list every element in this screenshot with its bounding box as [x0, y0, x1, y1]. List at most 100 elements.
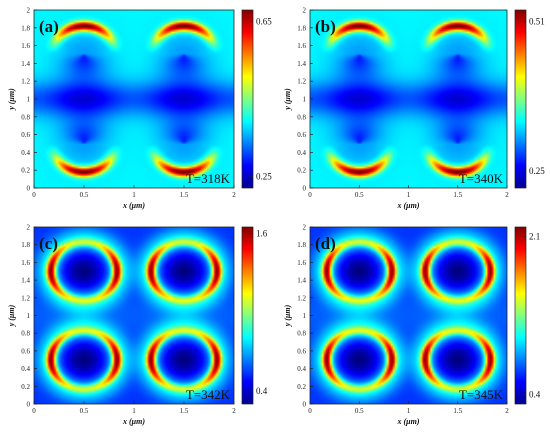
- colorbar: [514, 226, 527, 405]
- colorbar: [241, 226, 254, 405]
- y-tick-label: 1.8: [297, 241, 306, 249]
- y-tick-label: 1.2: [297, 294, 306, 302]
- x-tick-label: 0: [32, 407, 36, 415]
- y-tick-label: 0.2: [297, 167, 306, 175]
- y-tick-label: 0.6: [21, 347, 30, 355]
- temperature-label: T=342K: [186, 387, 231, 402]
- y-axis-label: y (μm): [283, 304, 292, 327]
- y-axis-label: y (μm): [283, 88, 292, 111]
- y-tick-label: 0: [303, 185, 307, 193]
- y-tick-label: 1.8: [21, 241, 30, 249]
- x-tick-label: 0: [308, 407, 312, 415]
- y-tick-label: 1: [27, 96, 31, 104]
- y-tick-label: 2: [303, 7, 307, 15]
- x-tick-label: 1: [132, 191, 136, 199]
- y-tick-label: 0.8: [297, 113, 306, 121]
- x-tick-label: 0.5: [355, 407, 364, 415]
- x-axis-label: x (μm): [397, 417, 420, 426]
- y-tick-label: 0: [27, 401, 31, 409]
- x-axis-label: x (μm): [122, 417, 145, 426]
- x-tick-label: 0.5: [80, 407, 89, 415]
- x-tick-label: 0.5: [80, 191, 89, 199]
- x-tick-label: 1.5: [453, 191, 462, 199]
- colorbar-tick-label: 0.25: [529, 166, 545, 176]
- x-tick-label: 1.5: [453, 407, 462, 415]
- y-tick-label: 0.4: [297, 149, 306, 157]
- colorbar-tick-label: 0.51: [529, 16, 545, 26]
- y-tick-label: 0.2: [21, 167, 30, 175]
- colorbar-tick-label: 0.25: [256, 171, 272, 181]
- y-tick-label: 1.4: [21, 60, 30, 68]
- y-tick-label: 1.6: [297, 259, 306, 267]
- y-tick-label: 0.4: [21, 365, 30, 373]
- y-tick-label: 0.2: [21, 383, 30, 391]
- y-axis-label: y (μm): [7, 88, 16, 111]
- temperature-label: T=340K: [459, 171, 504, 186]
- y-tick-label: 0: [27, 185, 31, 193]
- colorbar: [241, 9, 254, 189]
- colorbar-tick-label: 2.1: [529, 231, 540, 241]
- y-tick-label: 0.8: [297, 330, 306, 338]
- y-tick-label: 2: [27, 7, 31, 15]
- x-tick-label: 1: [407, 407, 411, 415]
- heatmap-image: [34, 227, 234, 404]
- x-tick-label: 1.5: [180, 407, 189, 415]
- y-tick-label: 0.6: [297, 347, 306, 355]
- x-tick-label: 1.5: [180, 191, 189, 199]
- y-tick-label: 1.4: [297, 277, 306, 285]
- x-axis-label: x (μm): [122, 201, 145, 210]
- temperature-label: T=318K: [186, 171, 231, 186]
- y-tick-label: 1.4: [297, 60, 306, 68]
- panel-a: 0 0.5 1 1.5 2 0 0.2 0.4 0.6 0.8 1 1.2 1.4 1.6 1.8 2 x (μ…: [7, 7, 272, 211]
- panel-d: 0 0.5 1 1.5 2 0 0.2 0.4 0.6 0.8 1 1.2 1.4 1.6 1.8 2 x (μ…: [283, 224, 541, 427]
- y-tick-label: 0.4: [21, 149, 30, 157]
- colorbar-tick-label: 1.6: [256, 229, 268, 239]
- y-tick-label: 0.8: [21, 113, 30, 121]
- y-tick-label: 2: [27, 224, 31, 232]
- panel-label: (b): [315, 17, 336, 36]
- panel-label: (a): [39, 17, 59, 36]
- y-tick-label: 0.6: [21, 131, 30, 139]
- x-tick-label: 0.5: [355, 191, 364, 199]
- x-tick-label: 1: [132, 407, 136, 415]
- x-tick-label: 2: [232, 191, 236, 199]
- y-tick-label: 1.6: [21, 42, 30, 50]
- heatmap-image: [310, 10, 507, 188]
- y-tick-label: 0.2: [297, 383, 306, 391]
- temperature-label: T=345K: [459, 387, 504, 402]
- y-tick-label: 1: [27, 312, 31, 320]
- y-tick-label: 1.2: [21, 294, 30, 302]
- x-tick-label: 1: [407, 191, 411, 199]
- colorbar: [514, 9, 527, 189]
- x-tick-label: 2: [505, 407, 509, 415]
- y-axis-label: y (μm): [7, 304, 16, 327]
- heatmap-image: [310, 227, 507, 404]
- y-tick-label: 1.6: [21, 259, 30, 267]
- y-tick-label: 1: [303, 96, 307, 104]
- panel-c: 0 0.5 1 1.5 2 0 0.2 0.4 0.6 0.8 1 1.2 1.4 1.6 1.8 2 x (μ…: [7, 224, 268, 427]
- y-tick-label: 0.6: [297, 131, 306, 139]
- x-axis-label: x (μm): [397, 201, 420, 210]
- y-tick-label: 1.2: [21, 78, 30, 86]
- heatmap-image: [34, 10, 234, 188]
- x-tick-label: 2: [505, 191, 509, 199]
- y-tick-label: 0.8: [21, 330, 30, 338]
- y-tick-label: 1.8: [297, 24, 306, 32]
- y-tick-label: 2: [303, 224, 307, 232]
- y-tick-label: 1.2: [297, 78, 306, 86]
- y-tick-label: 0: [303, 401, 307, 409]
- y-tick-label: 1.8: [21, 24, 30, 32]
- panel-label: (d): [315, 234, 336, 253]
- x-tick-label: 0: [308, 191, 312, 199]
- y-tick-label: 1.4: [21, 277, 30, 285]
- panel-label: (c): [39, 234, 58, 253]
- y-tick-label: 0.4: [297, 365, 306, 373]
- x-tick-label: 0: [32, 191, 36, 199]
- panel-b: 0 0.5 1 1.5 200.20.40.60.811.21.41.61.82x (μ…: [283, 7, 545, 211]
- y-tick-label: 1: [303, 312, 307, 320]
- colorbar-tick-label: 0.4: [256, 386, 268, 396]
- x-tick-label: 2: [232, 407, 236, 415]
- y-tick-label: 1.6: [297, 42, 306, 50]
- colorbar-tick-label: 0.65: [256, 17, 272, 27]
